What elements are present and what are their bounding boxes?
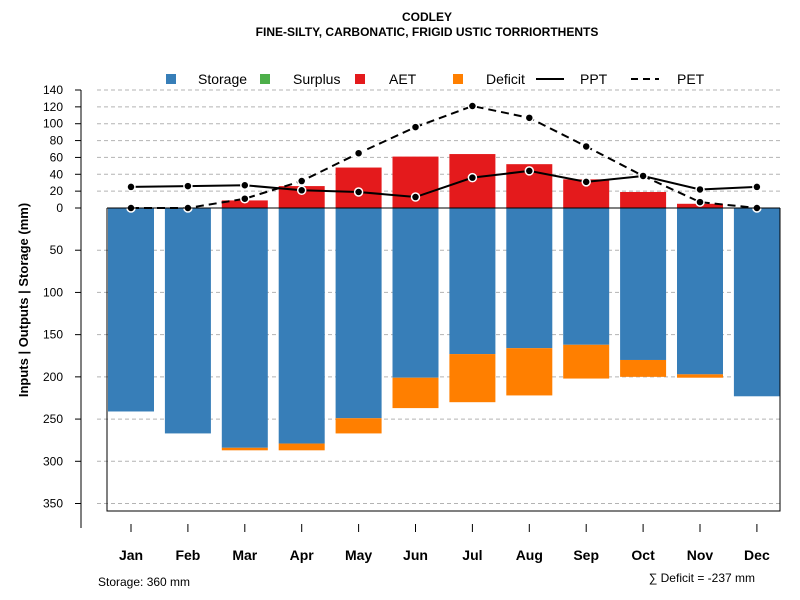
y-tick-label: 0	[56, 201, 63, 215]
legend-label: Deficit	[486, 71, 525, 87]
deficit-bar	[677, 374, 723, 378]
ppt-point	[353, 187, 364, 197]
ppt-point	[126, 182, 136, 192]
legend-swatch	[166, 74, 176, 84]
pet-point	[695, 197, 705, 207]
storage-bar	[278, 208, 325, 444]
storage-bar	[620, 208, 667, 360]
storage-bar	[108, 208, 154, 412]
deficit-bar	[620, 359, 667, 377]
storage-bar	[449, 208, 496, 355]
x-tick-label: Feb	[175, 547, 200, 563]
legend-label: AET	[389, 71, 417, 87]
ppt-point	[467, 172, 478, 183]
legend-label: Surplus	[293, 71, 340, 87]
ppt-point	[695, 184, 705, 195]
storage-bar	[506, 208, 553, 349]
legend-swatch	[453, 74, 463, 84]
deficit-bar	[563, 344, 610, 379]
legend: Storage Surplus AET Deficit PPT PET	[166, 71, 705, 87]
storage-footer: Storage: 360 mm	[98, 575, 190, 589]
pet-line	[131, 104, 758, 209]
ppt-point	[296, 185, 307, 196]
x-tick-label: May	[345, 547, 372, 563]
ppt-point	[410, 192, 421, 202]
storage-bar	[563, 208, 610, 345]
aet-bar	[221, 200, 268, 208]
legend-label: PPT	[580, 71, 608, 87]
x-tick-label: Dec	[744, 547, 770, 563]
storage-bar	[164, 208, 211, 434]
chart-subtitle: FINE-SILTY, CARBONATIC, FRIGID USTIC TOR…	[256, 25, 599, 39]
y-tick-label: 20	[50, 184, 64, 198]
storage-bar	[733, 208, 780, 397]
ppt-point	[524, 166, 535, 176]
deficit-bar	[221, 447, 268, 451]
deficit-bar	[335, 418, 382, 434]
x-tick-label: Oct	[631, 547, 655, 563]
ppt-point	[581, 177, 591, 187]
x-tick-label: Nov	[687, 547, 714, 563]
series-lines	[126, 101, 762, 213]
legend-swatch	[355, 74, 365, 84]
y-tick-label: 120	[43, 100, 63, 114]
plot-frame	[106, 208, 781, 512]
y-tick-label: 300	[43, 454, 63, 468]
storage-bar	[221, 208, 268, 448]
pet-point	[410, 122, 421, 132]
deficit-sum-footer: ∑ Deficit = -237 mm	[649, 571, 755, 585]
y-tick-label: 60	[50, 150, 64, 164]
y-tick-label: 350	[43, 497, 63, 511]
x-tick-label: Aug	[516, 547, 543, 563]
y-tick-label: 50	[50, 243, 64, 257]
ppt-point	[240, 180, 250, 190]
storage-bar	[677, 208, 723, 375]
x-tick-label: Jun	[403, 547, 428, 563]
y-tick-label: 100	[43, 285, 63, 299]
legend-label: PET	[677, 71, 705, 87]
pet-point	[524, 113, 535, 123]
storage-bar	[335, 208, 382, 419]
deficit-bar	[278, 443, 325, 451]
y-tick-label: 140	[43, 83, 63, 97]
x-tick-label: Sep	[573, 547, 599, 563]
pet-point	[467, 101, 478, 111]
y-tick-label: 40	[50, 167, 64, 181]
legend-label: Storage	[198, 71, 247, 87]
pet-point	[240, 193, 250, 204]
storage-bar	[392, 208, 439, 378]
gridlines	[97, 89, 782, 505]
pet-point	[353, 148, 364, 158]
pet-point	[581, 141, 591, 152]
ppt-point	[752, 182, 762, 192]
x-tick-label: Jan	[119, 547, 143, 563]
ppt-point	[183, 181, 193, 191]
x-tick-label: Apr	[290, 547, 315, 563]
ppt-line	[130, 169, 757, 199]
x-tick-label: Jul	[462, 547, 482, 563]
x-tick-label: Mar	[232, 547, 257, 563]
axes: 0 20 40 60 80 100 120 140 50 100 150 200 250 300 350 Ja…	[43, 83, 781, 563]
pet-point	[296, 176, 307, 186]
deficit-bar	[506, 348, 553, 396]
y-axis-label: Inputs | Outputs | Storage (mm)	[16, 203, 31, 397]
ppt-point	[638, 171, 648, 181]
y-tick-label: 200	[43, 370, 63, 384]
deficit-bar	[449, 354, 496, 403]
y-tick-label: 150	[43, 328, 63, 342]
y-tick-label: 80	[50, 134, 64, 148]
deficit-bar	[392, 377, 439, 409]
legend-swatch	[260, 74, 270, 84]
bars	[108, 154, 780, 451]
aet-bar	[620, 191, 667, 208]
y-tick-label: 100	[43, 117, 63, 131]
y-tick-label: 250	[43, 412, 63, 426]
chart-title: CODLEY	[402, 10, 452, 24]
